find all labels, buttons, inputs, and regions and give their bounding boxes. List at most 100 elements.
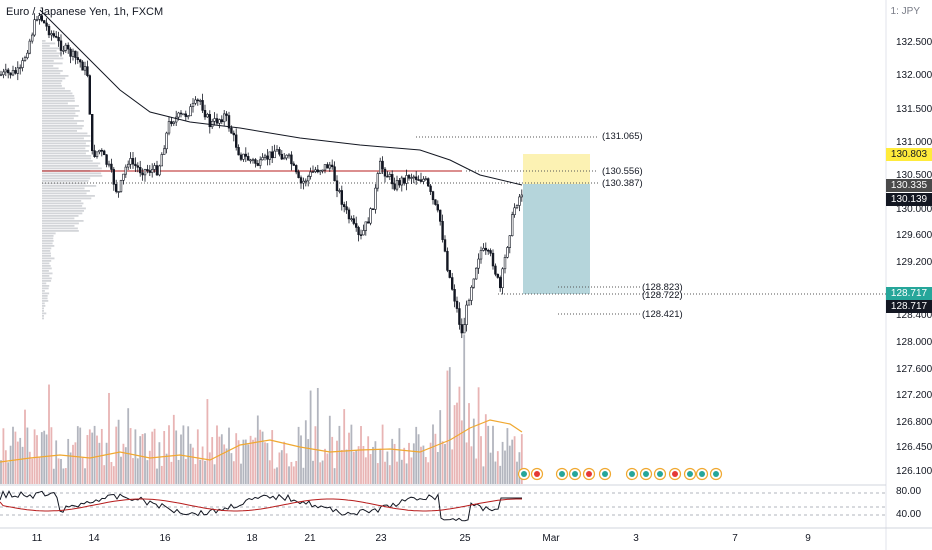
candle-body <box>189 106 192 117</box>
volume-bar <box>360 426 362 484</box>
candle-body <box>177 112 180 118</box>
profile-bar <box>42 317 44 320</box>
volume-profile <box>42 40 103 320</box>
candle-body <box>95 151 99 157</box>
candle-body <box>304 180 307 183</box>
volume-bar <box>436 452 439 484</box>
candle-body <box>213 118 216 122</box>
volume-bar <box>273 468 276 484</box>
event-marker-icon[interactable] <box>598 467 612 481</box>
price-label: 132.500 <box>896 37 932 48</box>
profile-bar <box>42 220 84 222</box>
volume-bar <box>31 458 34 484</box>
candle-body <box>381 160 384 170</box>
event-marker-icon[interactable] <box>517 467 531 481</box>
event-marker-icon[interactable] <box>555 467 569 481</box>
volume-bar <box>338 425 341 484</box>
volume-bar <box>43 430 46 484</box>
candle-body <box>410 177 413 179</box>
volume-bar <box>288 466 290 484</box>
time-label: 16 <box>159 533 171 544</box>
profile-bar <box>42 100 75 102</box>
profile-bar <box>42 50 57 52</box>
volume-bar <box>86 435 89 484</box>
volume-bar <box>7 462 10 484</box>
candle-body <box>436 204 439 211</box>
currency-label: 1: JPY <box>891 6 920 17</box>
candle-body <box>208 114 211 128</box>
volume-bar <box>302 467 305 484</box>
volume-bar <box>211 437 214 484</box>
volume-bar <box>158 442 161 484</box>
event-marker-icon[interactable] <box>568 467 582 481</box>
candle-body <box>347 209 351 220</box>
candle-body <box>136 165 139 168</box>
candle-body <box>477 258 480 269</box>
profile-bar <box>42 55 59 57</box>
candle-body <box>14 70 17 74</box>
profile-bar <box>42 115 79 117</box>
volume-bar <box>21 446 24 484</box>
volume-bar <box>516 461 518 484</box>
candle-body <box>143 169 147 176</box>
event-marker-icon[interactable] <box>582 467 596 481</box>
event-marker-icon[interactable] <box>530 467 544 481</box>
target-zone[interactable] <box>523 154 590 184</box>
profile-bar <box>42 267 52 270</box>
stop-zone[interactable] <box>523 184 590 294</box>
volume-bar <box>415 426 418 484</box>
profile-bar <box>42 85 62 87</box>
candle-body <box>446 250 449 271</box>
volume-bar <box>57 458 60 484</box>
candle-body <box>333 166 336 182</box>
rsi-line <box>0 490 522 522</box>
candle-body <box>153 165 156 170</box>
event-marker-icon[interactable] <box>653 467 667 481</box>
volume-bar <box>336 440 338 484</box>
volume-bar <box>79 427 82 484</box>
event-marker-icon[interactable] <box>683 467 697 481</box>
volume-bar <box>69 452 72 484</box>
volume-bar <box>348 432 350 484</box>
event-marker-icon[interactable] <box>668 467 682 481</box>
event-markers[interactable] <box>517 467 723 481</box>
candle-body <box>414 176 418 180</box>
volume-bar <box>333 468 336 484</box>
candle-body <box>515 205 519 209</box>
profile-bar <box>42 135 91 137</box>
volume-bar <box>427 462 430 484</box>
event-marker-icon[interactable] <box>625 467 639 481</box>
volume-bar <box>235 433 238 484</box>
profile-bar <box>42 270 49 272</box>
candle-body <box>30 34 34 42</box>
candle-body <box>390 174 394 185</box>
candle-body <box>98 149 101 153</box>
candle-body <box>472 278 475 288</box>
profile-bar <box>42 150 89 152</box>
candle-body <box>376 173 379 189</box>
volume-bar <box>60 459 62 484</box>
volume-bar <box>249 435 252 484</box>
candle-body <box>309 171 312 177</box>
volume-bar <box>448 367 451 484</box>
candle-body <box>182 113 185 116</box>
profile-bar <box>42 257 55 260</box>
volume-bar <box>72 444 74 484</box>
event-marker-icon[interactable] <box>639 467 653 481</box>
event-marker-icon[interactable] <box>709 467 723 481</box>
level-label: (128.421) <box>642 309 683 320</box>
event-marker-icon[interactable] <box>695 467 709 481</box>
candle-body <box>76 57 80 60</box>
price-candles[interactable] <box>0 12 524 339</box>
volume-bar <box>381 424 384 484</box>
price-label: 130.500 <box>896 170 932 181</box>
volume-bar <box>12 426 14 484</box>
profile-bar <box>42 202 84 205</box>
volume-bar <box>189 443 192 484</box>
volume-bar <box>98 442 101 484</box>
volume-bar <box>76 426 79 484</box>
volume-bar <box>434 433 437 484</box>
candle-body <box>62 50 65 52</box>
price-label: 127.200 <box>896 390 932 401</box>
